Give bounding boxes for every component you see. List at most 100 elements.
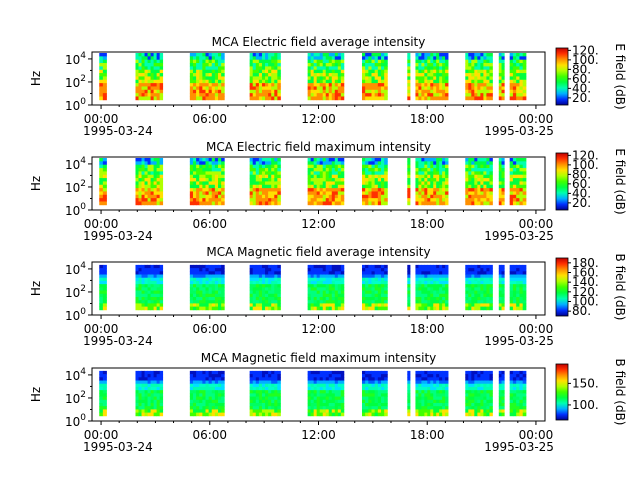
spectrogram-cell	[361, 370, 366, 375]
colorbar-tick-label: 60.	[572, 72, 591, 86]
spectrogram-cell	[334, 383, 339, 388]
spectrogram-cell	[442, 178, 446, 182]
spectrogram-cell	[468, 194, 472, 199]
spectrogram-cell	[340, 409, 345, 414]
spectrogram-cell	[189, 409, 194, 414]
spectrogram-cell	[430, 93, 434, 97]
spectrogram-cell	[424, 63, 428, 67]
spectrogram-cell	[340, 86, 345, 91]
spectrogram-cell	[265, 390, 269, 394]
spectrogram-cell	[381, 188, 385, 192]
spectrogram-cell	[249, 296, 254, 301]
spectrogram-cell	[258, 380, 263, 385]
spectrogram-cell	[265, 66, 269, 71]
spectrogram-cell	[377, 412, 382, 417]
spectrogram-cell	[361, 76, 366, 81]
x-tick-label: 06:00	[192, 217, 227, 231]
spectrogram-cell	[415, 66, 419, 71]
spectrogram-cell	[199, 96, 203, 101]
spectrogram-cell	[205, 383, 210, 388]
spectrogram-cell	[102, 66, 107, 71]
spectrogram-cell	[501, 306, 505, 311]
spectrogram-cell	[471, 396, 475, 401]
spectrogram-cell	[407, 300, 411, 304]
spectrogram-cell	[153, 96, 158, 101]
spectrogram-cell	[141, 386, 145, 391]
spectrogram-cell	[480, 264, 484, 269]
spectrogram-cell	[328, 96, 333, 101]
spectrogram-cell	[436, 184, 440, 189]
spectrogram-cell	[99, 86, 104, 91]
spectrogram-cell	[150, 194, 155, 199]
spectrogram-cell	[277, 383, 281, 388]
spectrogram-cell	[307, 83, 312, 87]
spectrogram-cell	[512, 290, 517, 295]
spectrogram-cell	[159, 73, 164, 77]
spectrogram-cell	[483, 412, 487, 417]
spectrogram-cell	[445, 188, 449, 192]
spectrogram-cell	[368, 171, 372, 176]
spectrogram-cell	[407, 287, 411, 291]
spectrogram-cell	[468, 280, 472, 285]
spectrogram-cell	[192, 168, 197, 172]
panels: MCA Electric field average intensity1041…	[29, 35, 627, 454]
spectrogram-cell	[374, 271, 379, 275]
spectrogram-cell	[211, 164, 216, 169]
panel-2: MCA Electric field maximum intensity1041…	[29, 140, 627, 243]
spectrogram-cell	[192, 73, 197, 77]
spectrogram-cell	[368, 56, 372, 61]
spectrogram-cell	[427, 274, 431, 279]
colorbar-tick-label: 120.	[572, 285, 599, 299]
spectrogram-cell	[377, 287, 382, 291]
spectrogram-cell	[331, 73, 336, 77]
spectrogram-cell	[261, 69, 266, 74]
spectrogram-cell	[480, 402, 484, 407]
spectrogram-cell	[418, 406, 422, 410]
spectrogram-cell	[138, 390, 142, 394]
spectrogram-cell	[374, 393, 379, 397]
spectrogram-cell	[319, 383, 324, 388]
spectrogram-cell	[465, 53, 469, 57]
spectrogram-cell	[483, 181, 487, 186]
spectrogram-cell	[368, 386, 372, 391]
spectrogram-cell	[144, 271, 148, 275]
spectrogram-cell	[307, 290, 312, 295]
spectrogram-cell	[442, 406, 446, 410]
spectrogram-cell	[153, 277, 158, 282]
spectrogram-cell	[331, 158, 336, 162]
spectrogram-cell	[468, 274, 472, 279]
spectrogram-cell	[483, 383, 487, 388]
spectrogram-cell	[192, 66, 197, 71]
spectrogram-cell	[436, 93, 440, 97]
spectrogram-cell	[509, 268, 514, 272]
spectrogram-cell	[252, 390, 257, 394]
spectrogram-cell	[252, 303, 257, 308]
spectrogram-cell	[430, 377, 434, 381]
spectrogram-cell	[102, 409, 107, 414]
spectrogram-cell	[205, 201, 210, 206]
spectrogram-cell	[150, 380, 155, 385]
spectrogram-cell	[307, 280, 312, 285]
spectrogram-cell	[255, 271, 260, 275]
spectrogram-cell	[144, 188, 148, 192]
spectrogram-cell	[99, 383, 104, 388]
spectrogram-cell	[474, 86, 478, 91]
spectrogram-cell	[199, 268, 203, 272]
spectrogram-cell	[271, 264, 275, 269]
spectrogram-cell	[337, 59, 342, 64]
spectrogram-cell	[99, 161, 104, 166]
spectrogram-cell	[407, 178, 411, 182]
spectrogram-cell	[384, 303, 388, 308]
spectrogram-cell	[377, 198, 382, 202]
spectrogram-cell	[144, 56, 148, 61]
spectrogram-cell	[274, 164, 278, 169]
spectrogram-cell	[486, 303, 490, 308]
spectrogram-cell	[153, 53, 158, 57]
spectrogram-cell	[442, 306, 446, 311]
spectrogram-cell	[430, 201, 434, 206]
spectrogram-cell	[471, 63, 475, 67]
spectrogram-cell	[516, 284, 520, 288]
spectrogram-cell	[102, 293, 107, 298]
spectrogram-cell	[489, 93, 493, 97]
spectrogram-cell	[310, 280, 315, 285]
